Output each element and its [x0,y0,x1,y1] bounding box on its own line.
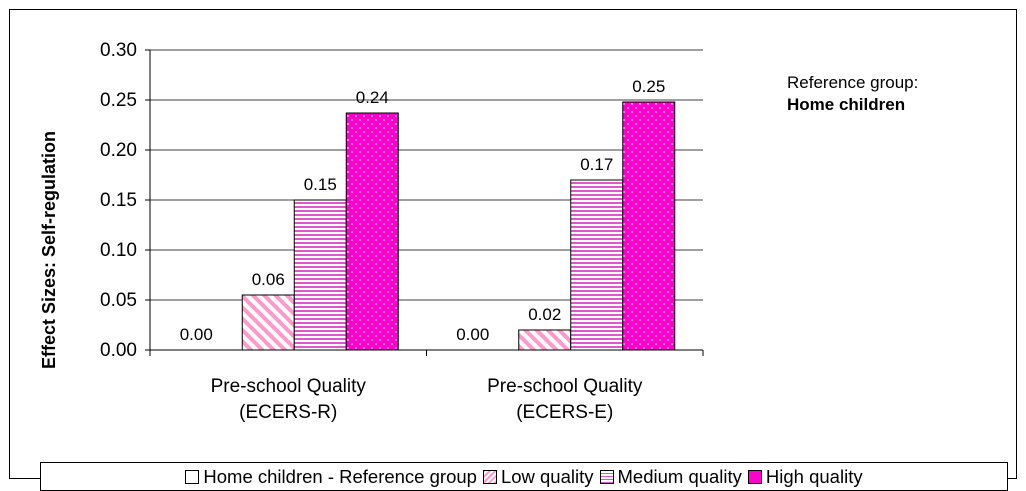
legend-swatch [482,469,497,484]
bar [518,329,572,351]
y-tick-label: 0.15 [100,190,137,211]
chart-plot: 0.00 0.05 0.10 0.15 0.20 0.25 0.30 0.00 0.06 0.1… [39,40,704,423]
legend: Home children - Reference group Low quali… [40,462,1008,491]
data-label: 0.24 [356,88,389,107]
y-tick-label: 0.05 [100,290,137,311]
bar [293,199,347,351]
legend-label: Medium quality [617,465,742,487]
bar [345,112,399,351]
legend-item: High quality [747,465,863,488]
data-label: 0.00 [456,325,489,344]
legend-item: Low quality [482,465,594,488]
reference-group-value: Home children [787,95,906,114]
data-label: 0.00 [180,325,213,344]
data-label: 0.02 [528,305,561,324]
y-axis-title: Effect Sizes: Self-regulation [39,131,59,369]
data-label: 0.17 [580,155,613,174]
reference-group-note: Reference group: Home children [787,72,918,116]
y-tick-label: 0.10 [100,240,137,261]
bar [570,179,624,351]
legend-item: Medium quality [599,465,742,488]
legend-swatch [599,469,614,484]
x-category-label: Pre-school Quality (ECERS-R) [211,376,367,423]
legend-label: Home children - Reference group [203,465,477,487]
legend-swatch [747,469,762,484]
x-category-label: Pre-school Quality (ECERS-E) [487,376,643,423]
legend-label: Low quality [500,465,594,487]
reference-group-label: Reference group: [787,73,919,92]
chart-frame: 0.00 0.05 0.10 0.15 0.20 0.25 0.30 0.00 0.06 0.1… [9,9,1017,491]
legend-swatch [185,469,200,484]
legend-label: High quality [765,465,863,487]
data-label: 0.15 [304,175,337,194]
y-tick-label: 0.20 [100,140,137,161]
y-tick-label: 0.25 [100,90,137,111]
y-tick-label: 0.00 [100,340,137,361]
bar [241,294,295,351]
y-tick-label: 0.30 [100,40,137,61]
legend-item: Home children - Reference group [185,466,477,488]
data-label: 0.25 [632,77,665,96]
bar [622,101,676,351]
data-label: 0.06 [252,270,285,289]
